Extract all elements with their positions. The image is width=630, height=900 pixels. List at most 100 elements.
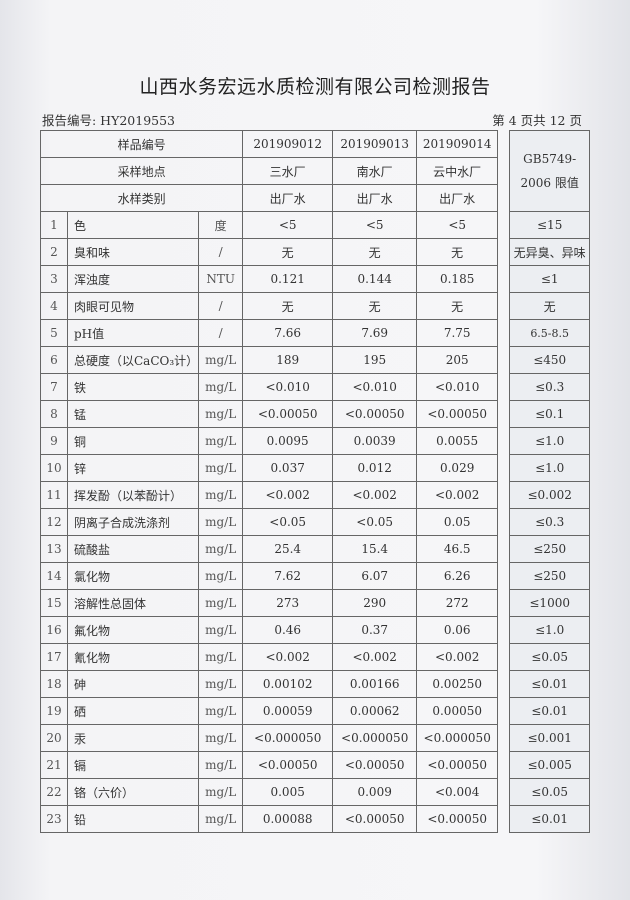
value: 6.07 — [332, 562, 418, 590]
value: <0.05 — [332, 508, 418, 536]
value: 6.26 — [416, 562, 499, 590]
limit-value: ≤0.001 — [509, 724, 591, 752]
value: 0.144 — [332, 265, 418, 293]
unit: mg/L — [198, 562, 244, 590]
row-number: 14 — [40, 562, 68, 590]
row-number: 23 — [40, 805, 68, 833]
table-row: 13 硫酸盐 mg/L 25.4 15.4 46.5 ≤250 — [40, 535, 591, 563]
value: 25.4 — [242, 535, 334, 563]
value: 0.121 — [242, 265, 334, 293]
row-number: 20 — [40, 724, 68, 752]
row-number: 8 — [40, 400, 68, 428]
value: 无 — [242, 292, 334, 320]
limit-value: ≤250 — [509, 535, 591, 563]
unit: / — [198, 292, 244, 320]
table-row: 8 锰 mg/L <0.00050 <0.00050 <0.00050 ≤0.1 — [40, 400, 591, 428]
item-name: 砷 — [66, 670, 200, 698]
table-row: 6 总硬度（以CaCO₃计） mg/L 189 195 205 ≤450 — [40, 346, 591, 374]
limit-value: ≤0.002 — [509, 481, 591, 509]
limit-value: ≤0.01 — [509, 697, 591, 725]
item-name: pH值 — [66, 319, 200, 347]
sample-site: 三水厂 — [242, 157, 334, 185]
row-number: 4 — [40, 292, 68, 320]
value: <0.00050 — [416, 400, 499, 428]
sample-no: 201909014 — [416, 130, 499, 158]
item-name: 溶解性总固体 — [66, 589, 200, 617]
value: 290 — [332, 589, 418, 617]
limit-value: ≤0.05 — [509, 778, 591, 806]
value: 7.62 — [242, 562, 334, 590]
row-number: 21 — [40, 751, 68, 779]
row-number: 19 — [40, 697, 68, 725]
value: <0.05 — [242, 508, 334, 536]
sample-no-label: 样品编号 — [39, 130, 244, 158]
value: 无 — [242, 238, 334, 266]
header-row-sample-no: 样品编号 201909012 201909013 201909014 GB574… — [39, 130, 591, 833]
item-name: 氰化物 — [66, 643, 200, 671]
value: <5 — [242, 211, 334, 239]
unit: mg/L — [198, 670, 244, 698]
table-row: 20 汞 mg/L <0.000050 <0.000050 <0.000050 ≤0.001 — [40, 724, 591, 752]
row-number: 5 — [40, 319, 68, 347]
limit-value: ≤0.005 — [509, 751, 591, 779]
limit-value: ≤1 — [509, 265, 591, 293]
value: <0.00050 — [332, 400, 418, 428]
limit-value: ≤0.05 — [509, 643, 591, 671]
value: <0.002 — [416, 643, 499, 671]
unit: mg/L — [198, 481, 244, 509]
table-row: 16 氟化物 mg/L 0.46 0.37 0.06 ≤1.0 — [40, 616, 591, 644]
water-type: 出厂水 — [416, 184, 499, 212]
limit-value: ≤15 — [509, 211, 591, 239]
unit: mg/L — [198, 346, 244, 374]
value: 0.012 — [332, 454, 418, 482]
value: 0.185 — [416, 265, 499, 293]
header-row-type: 水样类别 出厂水 出厂水 出厂水 — [39, 184, 590, 212]
limit-value: 无 — [509, 292, 591, 320]
value: <0.010 — [332, 373, 418, 401]
table-row: 14 氯化物 mg/L 7.62 6.07 6.26 ≤250 — [40, 562, 591, 590]
value: 7.69 — [332, 319, 418, 347]
header-row-site: 采样地点 三水厂 南水厂 云中水厂 — [39, 157, 590, 185]
item-name: 挥发酚（以苯酚计） — [66, 481, 200, 509]
water-type: 出厂水 — [242, 184, 334, 212]
unit: mg/L — [198, 724, 244, 752]
limit-value: ≤0.3 — [509, 373, 591, 401]
value: 0.009 — [332, 778, 418, 806]
value: 273 — [242, 589, 334, 617]
value: 0.005 — [242, 778, 334, 806]
sample-no: 201909013 — [332, 130, 418, 158]
value: 15.4 — [332, 535, 418, 563]
table-row: 15 溶解性总固体 mg/L 273 290 272 ≤1000 — [40, 589, 591, 617]
value: 0.06 — [416, 616, 499, 644]
row-number: 10 — [40, 454, 68, 482]
table-row: 17 氰化物 mg/L <0.002 <0.002 <0.002 ≤0.05 — [40, 643, 591, 671]
value: 46.5 — [416, 535, 499, 563]
limit-value: ≤1.0 — [509, 454, 591, 482]
unit: mg/L — [198, 454, 244, 482]
row-number: 13 — [40, 535, 68, 563]
sample-site: 南水厂 — [332, 157, 418, 185]
item-name: 硒 — [66, 697, 200, 725]
value: <0.000050 — [332, 724, 418, 752]
row-number: 11 — [40, 481, 68, 509]
item-name: 铬（六价） — [66, 778, 200, 806]
unit: / — [198, 238, 244, 266]
value: 205 — [416, 346, 499, 374]
value: 272 — [416, 589, 499, 617]
limit-value: ≤1.0 — [509, 427, 591, 455]
value: 0.0039 — [332, 427, 418, 455]
value: 0.37 — [332, 616, 418, 644]
row-number: 12 — [40, 508, 68, 536]
limit-header-line2: 2006 限值 — [520, 176, 579, 190]
unit: 度 — [198, 211, 244, 239]
value: 无 — [416, 292, 499, 320]
item-name: 铅 — [66, 805, 200, 833]
table-row: 21 镉 mg/L <0.00050 <0.00050 <0.00050 ≤0.005 — [40, 751, 591, 779]
value: <0.002 — [416, 481, 499, 509]
value: 0.00050 — [416, 697, 499, 725]
report-title: 山西水务宏远水质检测有限公司检测报告 — [139, 76, 491, 98]
value: 0.029 — [416, 454, 499, 482]
row-number: 15 — [40, 589, 68, 617]
table-row: 10 锌 mg/L 0.037 0.012 0.029 ≤1.0 — [40, 454, 591, 482]
value: 0.05 — [416, 508, 499, 536]
